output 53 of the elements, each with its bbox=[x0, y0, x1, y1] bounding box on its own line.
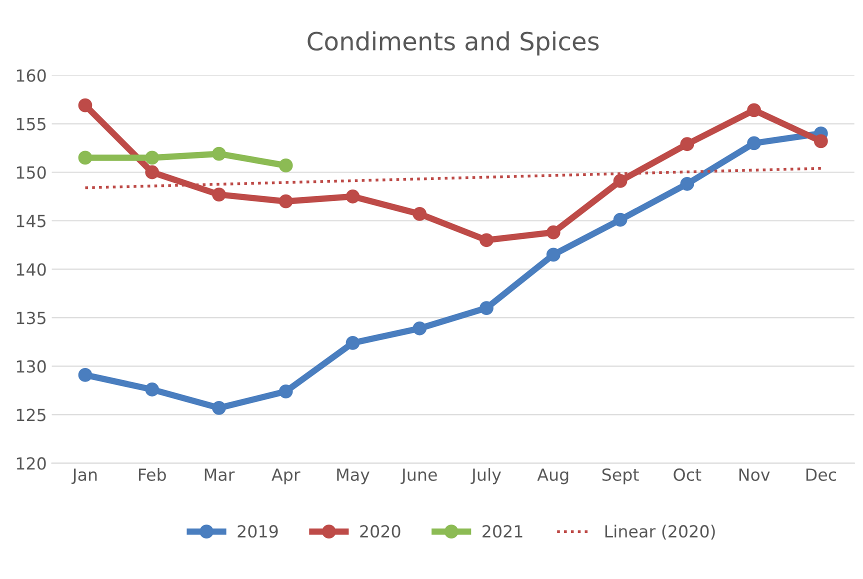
y-tick-label: 155 bbox=[16, 118, 46, 130]
point bbox=[346, 336, 360, 350]
point bbox=[212, 146, 226, 161]
x-tick-label: Mar bbox=[204, 468, 235, 481]
point bbox=[814, 134, 828, 148]
y-tick-label: 150 bbox=[16, 166, 46, 179]
point bbox=[546, 225, 560, 240]
point bbox=[680, 137, 694, 152]
legend-label: 2021 bbox=[482, 525, 522, 538]
point bbox=[680, 176, 694, 191]
point bbox=[346, 190, 360, 204]
point bbox=[613, 174, 628, 188]
point bbox=[412, 321, 427, 336]
point bbox=[145, 382, 160, 396]
x-tick-label: Dec bbox=[806, 468, 836, 481]
point bbox=[278, 194, 293, 208]
point bbox=[480, 233, 494, 248]
point bbox=[546, 248, 560, 262]
y-tick-label: 125 bbox=[16, 408, 46, 422]
x-tick-label: Sept bbox=[602, 468, 639, 484]
y-tick-label: 140 bbox=[16, 263, 46, 276]
legend-label: Linear (2020) bbox=[605, 524, 715, 540]
x-tick-label: Oct bbox=[674, 468, 702, 481]
point bbox=[613, 212, 628, 227]
y-tick-label: 145 bbox=[16, 214, 46, 228]
point bbox=[412, 207, 427, 221]
point bbox=[480, 301, 494, 315]
x-tick-label: July bbox=[470, 468, 502, 484]
x-tick-label: Nov bbox=[739, 468, 770, 481]
point bbox=[78, 150, 92, 165]
x-tick-label: Aug bbox=[537, 468, 568, 484]
x-tick-label: June bbox=[400, 468, 437, 484]
point bbox=[212, 400, 226, 415]
y-tick-label: 135 bbox=[16, 312, 46, 324]
point bbox=[145, 165, 160, 180]
x-tick-label: Apr bbox=[272, 468, 300, 484]
point bbox=[212, 188, 226, 202]
y-tick-label: 160 bbox=[16, 69, 46, 82]
point bbox=[78, 368, 92, 382]
x-tick-label: Jan bbox=[72, 468, 97, 484]
legend-label: 2019 bbox=[238, 525, 278, 538]
point bbox=[278, 384, 293, 398]
y-tick-label: 120 bbox=[16, 457, 46, 470]
point bbox=[747, 136, 761, 150]
point bbox=[145, 150, 160, 165]
legend-label: 2020 bbox=[360, 525, 400, 538]
x-tick-label: Feb bbox=[138, 468, 166, 481]
y-tick-label: 130 bbox=[16, 360, 46, 373]
point bbox=[747, 103, 761, 118]
point bbox=[278, 158, 293, 172]
x-tick-label: May bbox=[337, 468, 370, 484]
chart-title: Condiments and Spices bbox=[308, 31, 599, 56]
point bbox=[78, 98, 92, 112]
